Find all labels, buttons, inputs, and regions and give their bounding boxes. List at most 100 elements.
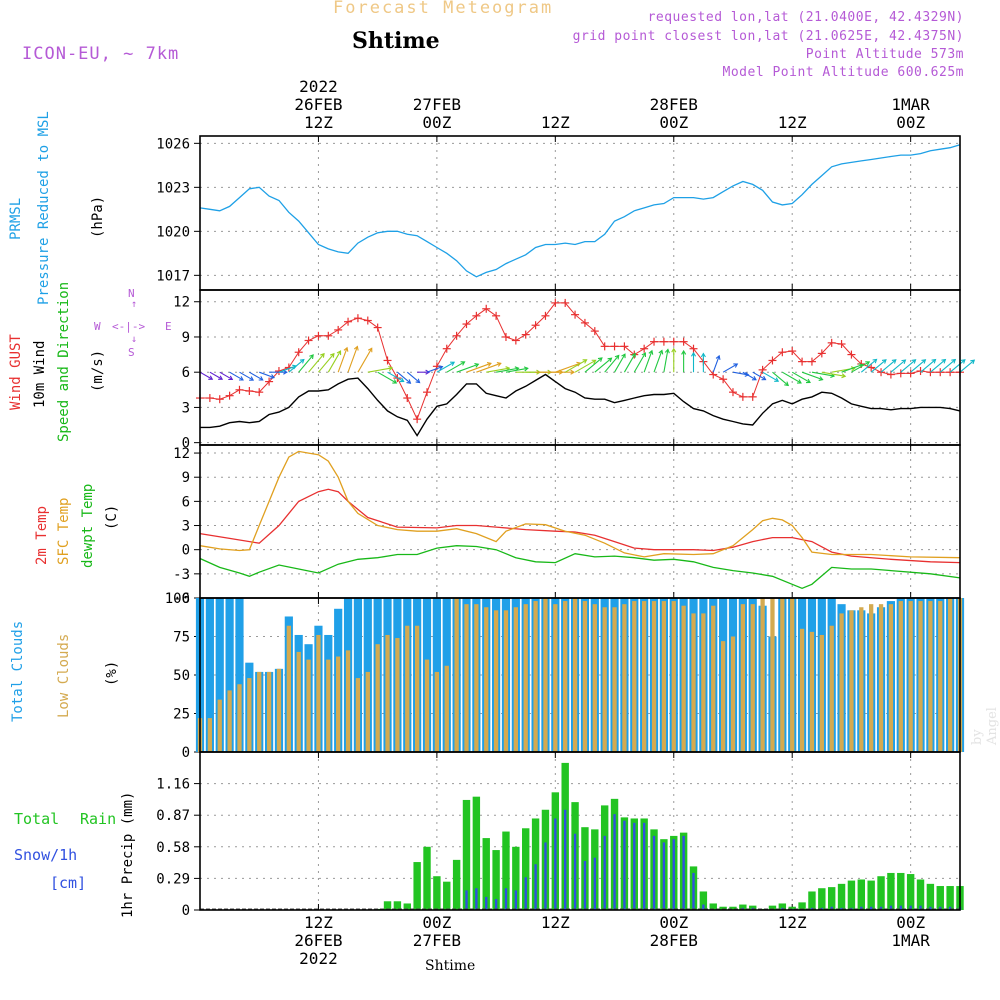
- wind-arrow-head: [806, 378, 811, 384]
- wind-direction-arrow: [476, 362, 501, 373]
- wind-arrow-head: [406, 379, 412, 384]
- low-clouds-bar: [720, 641, 726, 752]
- y-tick-label: 12: [173, 446, 190, 462]
- low-clouds-bar: [306, 659, 311, 752]
- y-tick-label: 25: [173, 707, 190, 723]
- top-hour-label: 12Z: [541, 113, 570, 132]
- rain-bar: [462, 799, 471, 910]
- rain-bar: [413, 862, 421, 910]
- low-clouds-bar: [207, 718, 213, 752]
- wind-arrow-head: [228, 375, 234, 381]
- rain-bar: [699, 891, 708, 910]
- rain-bar: [867, 880, 875, 910]
- snow-bar: [613, 814, 616, 910]
- low-clouds-bar: [326, 659, 331, 752]
- wind-direction-arrow: [633, 352, 646, 373]
- snow-bar: [682, 835, 685, 910]
- low-clouds-bar: [336, 656, 341, 752]
- wind-arrow-head: [865, 361, 871, 366]
- low-clouds-bar: [809, 631, 815, 752]
- rain-bar: [393, 901, 402, 910]
- wind-direction-arrow: [584, 357, 603, 373]
- low-clouds-bar: [651, 601, 657, 752]
- snow-bar: [544, 842, 547, 910]
- wind-arrow-head: [641, 352, 646, 358]
- low-clouds-bar: [276, 668, 282, 752]
- low-clouds-bar: [750, 604, 755, 752]
- low-clouds-bar: [681, 605, 686, 752]
- low-clouds-bar: [237, 684, 242, 752]
- wind-direction-arrow: [555, 362, 581, 373]
- wind-arrow-head: [911, 359, 917, 364]
- wind-arrow-head: [388, 365, 394, 371]
- rain-bar: [719, 906, 727, 910]
- wind-direction-arrow: [930, 359, 946, 373]
- low-clouds-bar: [316, 634, 321, 752]
- wind-direction-arrow: [752, 371, 766, 381]
- wind-direction-arrow: [466, 362, 492, 373]
- low-clouds-bar: [711, 605, 716, 752]
- total-clouds-bar: [353, 598, 363, 752]
- rain-bar: [452, 859, 461, 910]
- compass-s-arrow: ↓: [131, 334, 138, 345]
- snow-bar: [485, 896, 488, 910]
- low-clouds-bar: [661, 601, 667, 752]
- low-clouds-bar: [227, 690, 232, 752]
- top-hour-label: 00Z: [896, 113, 925, 132]
- wind-arrow-head: [597, 357, 603, 362]
- wind-direction-arrow: [604, 355, 620, 373]
- wind-arrow-head: [269, 374, 276, 379]
- snow-bar: [860, 906, 863, 910]
- wind-arrow-head: [450, 361, 456, 367]
- rain-bar: [926, 883, 935, 910]
- panel-frame: [199, 135, 961, 291]
- wind-arrow-head: [841, 373, 847, 379]
- low-clouds-bar: [819, 634, 824, 752]
- wind-direction-arrow: [949, 359, 966, 373]
- low-clouds-bar: [918, 601, 923, 752]
- top-hour-label: 00Z: [659, 113, 688, 132]
- wind-arrow-head: [309, 354, 314, 360]
- panel-frame: [199, 289, 961, 446]
- y-tick-label: 6: [182, 365, 190, 381]
- model-point-altitude: Model Point Altitude 600.625m: [722, 65, 964, 80]
- dewpt-line: [199, 545, 961, 590]
- compass-e: E: [165, 320, 172, 333]
- low-clouds-bar: [296, 651, 301, 752]
- wind-direction-arrow: [278, 365, 297, 373]
- wind-arrow-head: [700, 352, 706, 358]
- bottom-day-label: 28FEB: [650, 931, 698, 950]
- bottom-hour-label: 12Z: [778, 913, 807, 932]
- wind-direction-arrow: [249, 371, 263, 381]
- wind-arrow-head: [425, 369, 431, 375]
- low-clouds-bar: [444, 665, 449, 752]
- wind-arrow-head: [648, 349, 654, 355]
- wind-arrow-head: [941, 358, 947, 364]
- precip-cm-label: [cm]: [50, 874, 87, 892]
- low-clouds-bar: [671, 601, 676, 752]
- wind-arrow-head: [496, 361, 502, 367]
- wind-direction-arrow: [791, 371, 811, 383]
- prmsl-line: [199, 144, 961, 278]
- wind-direction-arrow: [663, 349, 669, 373]
- wind-direction-arrow: [406, 371, 420, 383]
- low-clouds-bar: [898, 601, 903, 752]
- rain-bar: [808, 891, 816, 910]
- y-tick-label: 0.87: [156, 808, 190, 824]
- wind-direction-arrow: [199, 371, 213, 380]
- wind-arrow-head: [249, 376, 255, 381]
- snow-bar: [603, 835, 606, 910]
- wind-arrow-head: [367, 347, 373, 353]
- snow-bar: [623, 820, 626, 910]
- y-tick-label: 0: [182, 543, 190, 559]
- precip-snow-label: Snow/1h: [14, 846, 78, 864]
- wind-direction-arrow: [742, 371, 757, 381]
- wind-direction-arrow: [456, 363, 479, 373]
- wind-direction-arrow: [653, 350, 663, 373]
- y-tick-label: 100: [165, 591, 190, 607]
- bottom-hour-label: 00Z: [422, 913, 451, 932]
- wind-direction-arrow: [426, 366, 443, 373]
- wind-arrow-head: [733, 363, 739, 368]
- wind-direction-arrow: [436, 361, 455, 373]
- wind-direction-arrow: [486, 367, 510, 373]
